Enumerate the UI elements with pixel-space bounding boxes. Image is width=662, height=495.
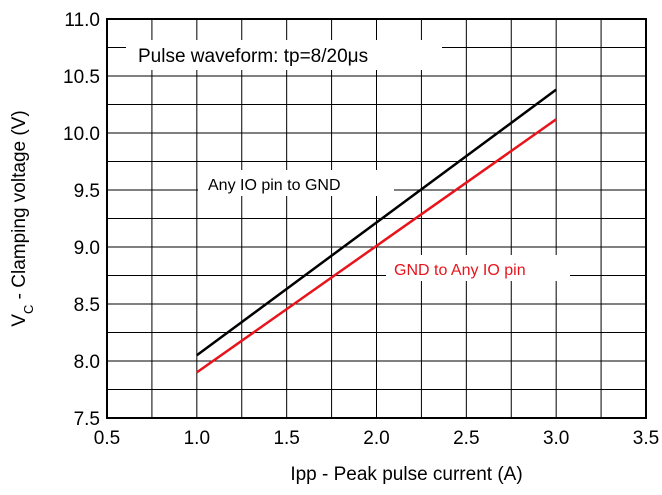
x-tick-label: 3.5 [633, 428, 659, 449]
x-tick-label: 3.0 [543, 428, 569, 449]
y-tick-label: 8.5 [74, 295, 100, 316]
plot-frame [106, 18, 647, 419]
x-axis-label: Ipp - Peak pulse current (A) [290, 464, 522, 485]
series-label-any-io-to-gnd: Any IO pin to GND [208, 177, 341, 194]
y-tick-label: 7.5 [74, 409, 100, 430]
y-tick-label: 10.0 [63, 124, 100, 145]
y-tick-labels: 7.5 8.0 8.5 9.0 9.5 10.0 10.5 11.0 [63, 10, 100, 430]
series-group [196, 88, 557, 374]
x-tick-label: 2.5 [453, 428, 479, 449]
y-tick-label: 9.5 [74, 181, 100, 202]
x-tick-label: 2.0 [363, 428, 389, 449]
waveform-annotation-bg [126, 40, 442, 70]
x-tick-label: 0.5 [94, 428, 120, 449]
x-tick-label: 1.5 [273, 428, 299, 449]
series-line-1 [196, 118, 557, 374]
series-label-bg-red [386, 255, 570, 281]
y-axis-label-sub: C [21, 305, 36, 314]
grid [107, 19, 646, 418]
y-axis-label: VC - Clamping voltage (V) [9, 110, 36, 326]
y-axis-label-rest: - Clamping voltage (V) [9, 110, 30, 304]
y-tick-label: 10.5 [63, 67, 100, 88]
waveform-annotation: Pulse waveform: tp=8/20μs [138, 46, 368, 67]
x-tick-labels: 0.5 1.0 1.5 2.0 2.5 3.0 3.5 [94, 428, 659, 449]
series-label-bg-black [198, 170, 394, 196]
series-label-gnd-to-any-io: GND to Any IO pin [394, 262, 526, 279]
x-tick-label: 1.0 [184, 428, 210, 449]
y-tick-label: 9.0 [74, 238, 100, 259]
y-tick-label: 11.0 [64, 10, 100, 31]
series-line-0 [196, 88, 557, 357]
y-axis-label-main: V [9, 314, 30, 327]
y-tick-label: 8.0 [74, 352, 100, 373]
